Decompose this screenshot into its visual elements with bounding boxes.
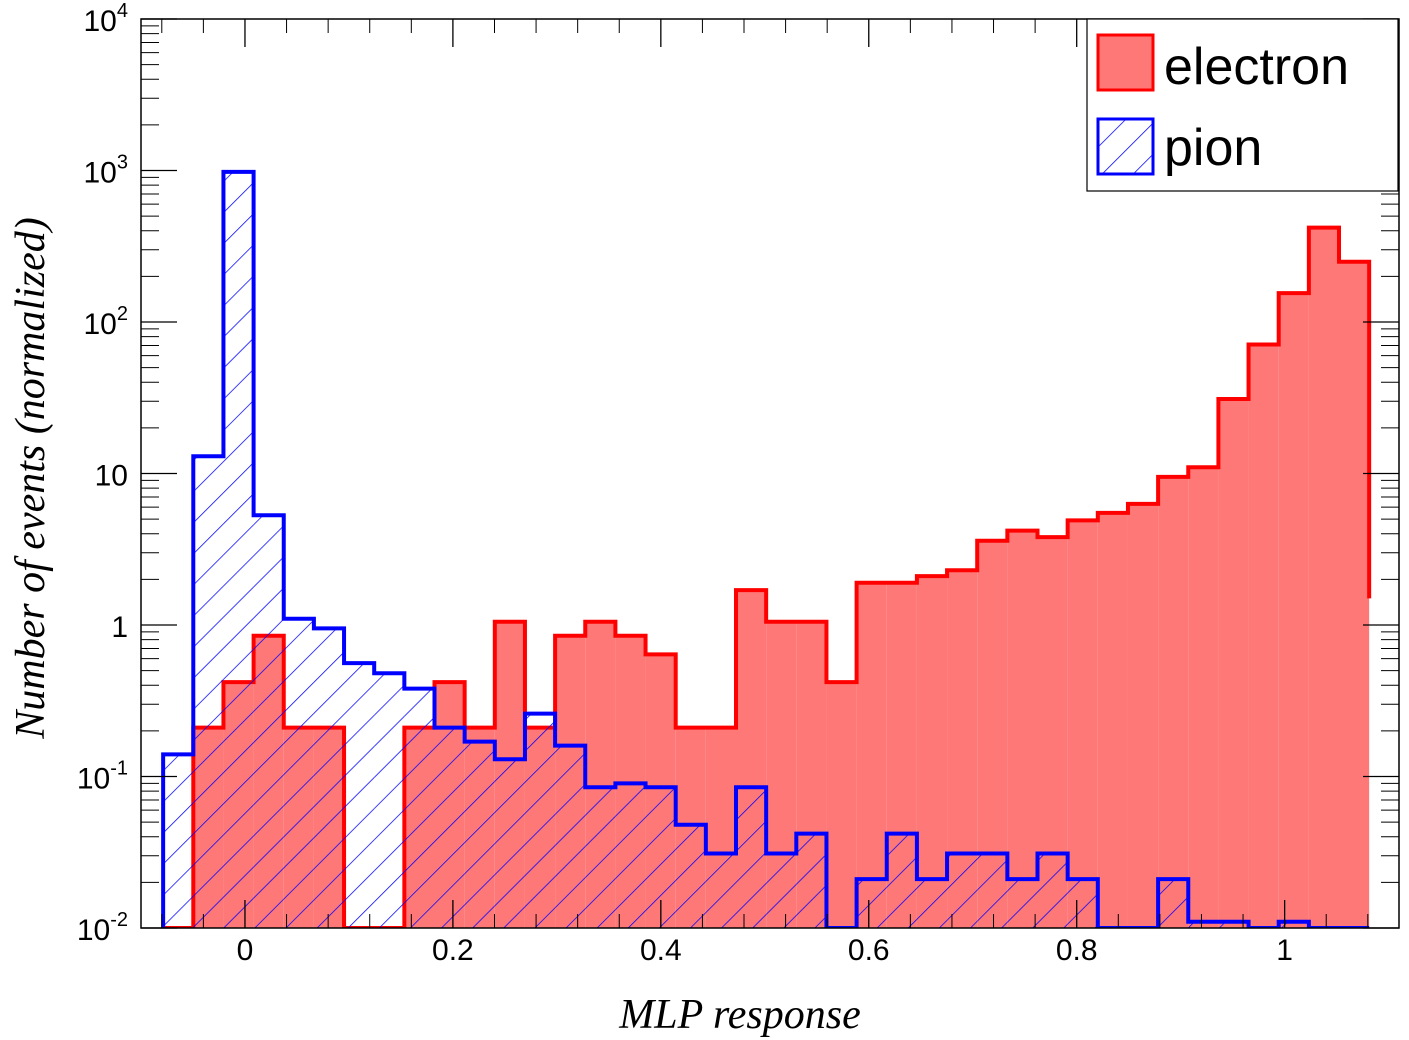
bar-pion-12	[524, 713, 556, 928]
bar-electron-28	[1007, 530, 1038, 928]
y-tick-label: 10	[95, 460, 128, 493]
bar-pion-13	[555, 745, 586, 928]
x-tick-label: 0.4	[640, 934, 682, 967]
bar-electron-36	[1248, 344, 1279, 928]
y-tick-label: 1	[111, 611, 128, 644]
legend-swatch-electron	[1096, 33, 1155, 92]
bar-pion-25	[916, 879, 948, 928]
bar-pion-11	[494, 759, 525, 928]
bar-electron-39	[1339, 261, 1370, 928]
x-tick-label: 0.8	[1056, 934, 1098, 967]
bar-pion-5	[313, 628, 345, 928]
bar-pion-30	[1067, 879, 1098, 928]
bar-electron-32	[1127, 503, 1159, 928]
bar-electron-35	[1218, 399, 1249, 928]
bar-electron-25	[916, 576, 948, 928]
bar-pion-18	[705, 853, 737, 928]
y-tick-label: 102	[84, 303, 129, 341]
bar-pion-29	[1037, 853, 1068, 928]
y-axis-title: Number of events (normalized)	[8, 217, 54, 739]
bar-electron-31	[1097, 512, 1128, 928]
outline-electron	[163, 225, 1372, 928]
y-tick-label: 103	[84, 152, 129, 190]
bar-pion-1	[193, 456, 224, 928]
bar-electron-34	[1188, 467, 1219, 928]
bar-electron-22	[826, 682, 857, 928]
x-tick-label: 0	[237, 934, 254, 967]
y-tick-label: 10-2	[77, 909, 128, 947]
bar-pion-34	[1188, 921, 1219, 928]
y-tick-label: 104	[84, 0, 129, 38]
bar-pion-8	[404, 688, 435, 928]
bar-pion-21	[796, 833, 827, 928]
series-pion	[161, 169, 1370, 928]
x-tick-label: 0.6	[848, 934, 890, 967]
bar-pion-14	[585, 787, 616, 928]
y-tick-label: 10-1	[77, 758, 128, 796]
bar-electron-30	[1067, 520, 1098, 928]
legend-entry-electron: electron	[1096, 33, 1349, 96]
bar-electron-23	[856, 582, 887, 928]
x-axis-title: MLP response	[618, 992, 861, 1038]
bar-pion-4	[283, 618, 314, 928]
x-tick-label: 1	[1276, 934, 1293, 967]
bar-pion-17	[675, 824, 706, 928]
bar-pion-6	[344, 663, 375, 928]
x-tick-label: 0.2	[432, 934, 474, 967]
bar-electron-33	[1158, 476, 1189, 928]
bar-electron-37	[1278, 293, 1309, 928]
legend-entry-pion: pion	[1096, 117, 1262, 177]
bar-pion-15	[615, 783, 646, 928]
bar-pion-37	[1278, 921, 1309, 928]
legend: electron pion	[1086, 18, 1399, 192]
bar-pion-3	[253, 515, 284, 928]
bar-pion-33	[1158, 879, 1189, 928]
bar-pion-23	[856, 879, 887, 928]
bar-pion-24	[886, 833, 917, 928]
bar-electron-38	[1308, 227, 1340, 928]
legend-swatch-pion	[1096, 117, 1155, 176]
bar-pion-9	[434, 727, 465, 928]
bar-pion-20	[766, 853, 797, 928]
legend-label-pion: pion	[1164, 119, 1262, 177]
bar-pion-19	[736, 787, 767, 928]
bar-pion-7	[374, 673, 405, 928]
outline-pion	[161, 169, 1370, 928]
bar-pion-2	[223, 171, 254, 928]
bar-pion-0	[163, 754, 194, 928]
bar-pion-28	[1007, 879, 1038, 928]
legend-label-electron: electron	[1164, 38, 1349, 96]
bar-pion-35	[1218, 921, 1249, 928]
bar-pion-27	[977, 853, 1008, 928]
bar-pion-10	[464, 741, 495, 928]
